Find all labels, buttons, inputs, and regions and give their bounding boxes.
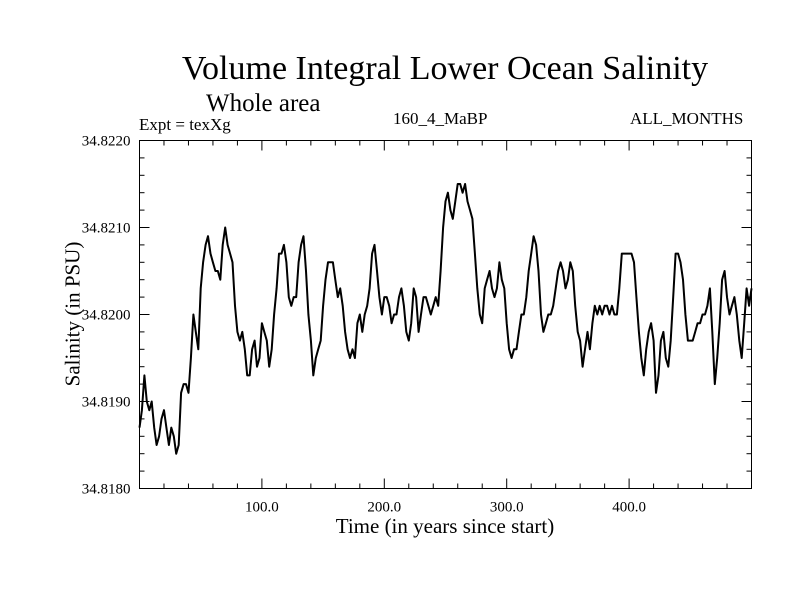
x-axis-label: Time (in years since start) <box>335 514 555 538</box>
x-tick-label: 100.0 <box>245 500 279 516</box>
chart-title: Volume Integral Lower Ocean Salinity <box>181 50 709 87</box>
x-tick-label: 400.0 <box>612 500 646 516</box>
chart-subtitle: Whole area <box>206 90 321 117</box>
months-label: ALL_MONTHS <box>630 109 744 128</box>
experiment-label: Expt = texXg <box>139 115 231 134</box>
y-tick-label: 34.8190 <box>82 395 131 411</box>
x-tick-label: 200.0 <box>367 500 401 516</box>
plot-frame <box>139 140 752 489</box>
run-label: 160_4_MaBP <box>393 109 488 128</box>
y-tick-label: 34.8180 <box>82 482 131 498</box>
y-tick-label: 34.8210 <box>82 221 131 237</box>
x-tick-label: 300.0 <box>490 500 524 516</box>
y-tick-label: 34.8200 <box>82 308 131 324</box>
salinity-series-line <box>138 183 753 455</box>
y-tick-label: 34.8220 <box>82 134 131 150</box>
axis-ticks <box>139 140 752 489</box>
axis-tick-labels: 100.0 200.0 300.0 400.0 34.8180 34.8190 34.820… <box>82 134 646 516</box>
